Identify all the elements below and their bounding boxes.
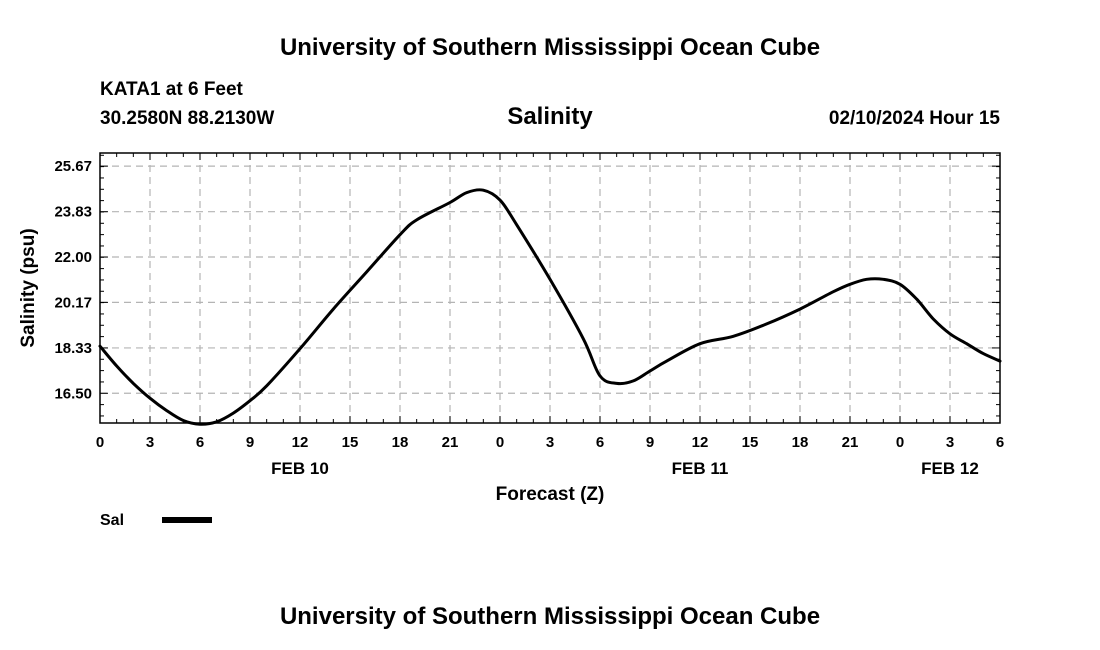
series-layer [98,188,1002,426]
y-tick-label: 23.83 [54,204,92,221]
page-title: University of Southern Mississippi Ocean… [280,34,820,61]
legend-label-sal: Sal [100,512,124,529]
y-tick-label: 22.00 [54,249,92,266]
x-tick-label: 18 [392,434,409,451]
station-name: KATA1 at 6 Feet [100,79,244,100]
x-tick-label: 18 [792,434,809,451]
x-tick-label: 6 [196,434,204,451]
y-tick-label: 25.67 [54,158,92,175]
forecast-datetime: 02/10/2024 Hour 15 [829,108,1001,129]
plot-frame [99,152,1001,424]
x-tick-label: 12 [292,434,309,451]
grid-lines [100,153,1000,423]
x-axis-title: Forecast (Z) [496,484,605,505]
chart-title: Salinity [507,103,593,130]
y-axis-title: Salinity (psu) [18,228,39,347]
legend: Sal [100,512,212,529]
y-tick-label: 16.50 [54,385,92,402]
x-tick-label: 6 [596,434,604,451]
series-line-sal [98,188,1002,426]
x-tick-label: 3 [146,434,154,451]
date-label: FEB 11 [672,459,729,478]
x-tick-label: 12 [692,434,709,451]
footer-title: University of Southern Mississippi Ocean… [280,603,820,630]
x-tick-label: 3 [546,434,554,451]
x-tick-label: 21 [442,434,459,451]
x-tick-label: 0 [96,434,104,451]
date-label: FEB 10 [271,459,329,478]
tick-labels: 0 3 6 9 12 15 18 21 0 3 6 9 12 15 18 21 0 3 6 FEB 10 FEB 11 F… [54,158,1004,478]
x-tick-label: 15 [742,434,759,451]
date-label: FEB 12 [921,459,979,478]
x-tick-label: 15 [342,434,359,451]
x-tick-label: 9 [246,434,254,451]
y-tick-label: 20.17 [54,294,92,311]
x-tick-label: 0 [496,434,504,451]
x-tick-label: 6 [996,434,1004,451]
x-tick-label: 9 [646,434,654,451]
y-tick-label: 18.33 [54,340,92,357]
x-tick-label: 0 [896,434,904,451]
station-coordinates: 30.2580N 88.2130W [100,108,274,129]
x-tick-label: 21 [842,434,859,451]
x-tick-label: 3 [946,434,954,451]
